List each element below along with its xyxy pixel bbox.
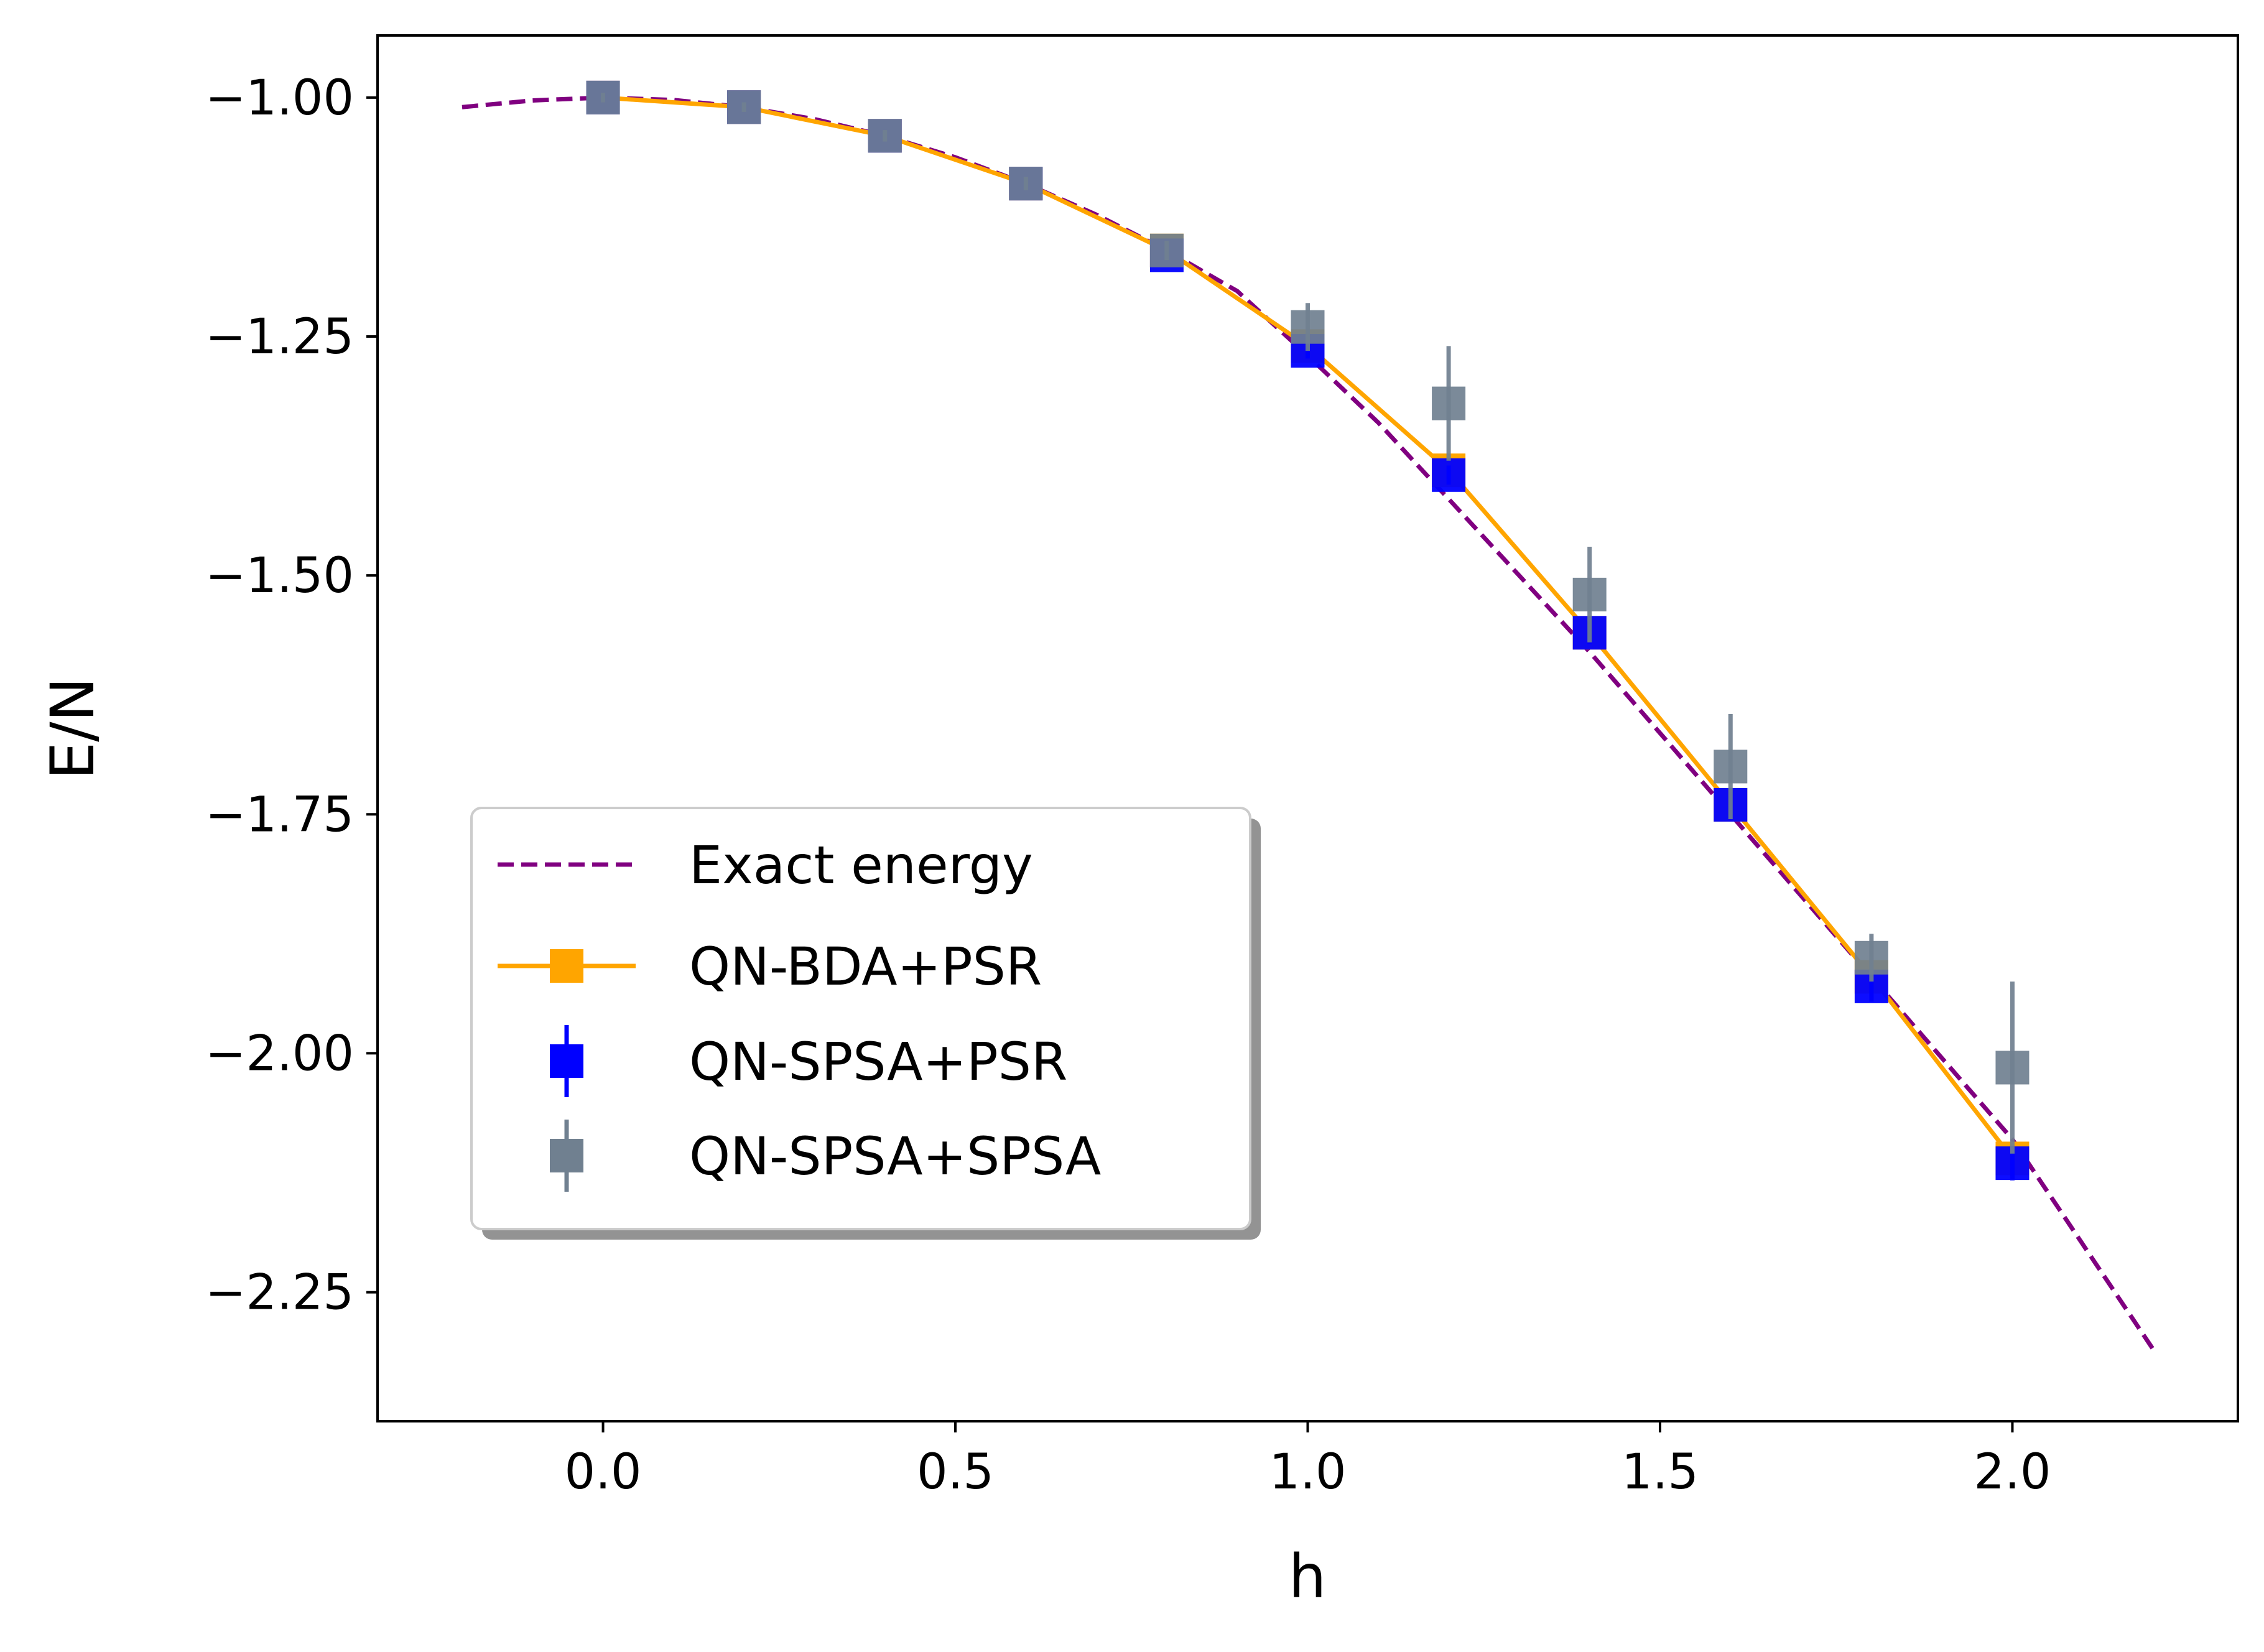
qn-spsa-spsa-point — [1854, 940, 1888, 975]
y-axis-label: E/N — [38, 677, 108, 780]
y-tick-label: −1.75 — [205, 787, 354, 843]
qn-spsa-spsa-point — [868, 119, 902, 153]
qn-spsa-spsa-point — [1291, 310, 1325, 344]
x-tick-label: 0.5 — [917, 1444, 994, 1500]
qn-spsa-spsa-point — [1432, 386, 1466, 420]
qn-spsa-spsa-point — [727, 90, 761, 124]
qn-spsa-spsa-point — [586, 80, 620, 114]
x-tick-label: 1.0 — [1269, 1444, 1346, 1500]
legend-label: Exact energy — [689, 835, 1033, 896]
qn-spsa-spsa-point — [1714, 749, 1748, 784]
legend-label: QN-SPSA+SPSA — [689, 1126, 1101, 1187]
legend-swatch-qn-bda-psr-marker — [550, 949, 583, 983]
y-tick-label: −1.25 — [205, 309, 354, 365]
y-axis: −1.00 −1.25 −1.50 −1.75 −2.00 −2.25 — [205, 70, 378, 1321]
legend-label: QN-BDA+PSR — [689, 936, 1042, 997]
series-layer — [462, 80, 2155, 1351]
y-tick-label: −1.50 — [205, 548, 354, 604]
x-tick-label: 0.0 — [565, 1444, 642, 1500]
qn-spsa-spsa-point — [1009, 167, 1043, 201]
legend-swatch-qn-spsa-spsa-marker — [550, 1139, 583, 1172]
y-tick-label: −2.00 — [205, 1026, 354, 1082]
x-tick-label: 1.5 — [1621, 1444, 1699, 1500]
y-tick-label: −1.00 — [205, 70, 354, 126]
y-tick-label: −2.25 — [205, 1265, 354, 1321]
legend: Exact energy QN-BDA+PSR QN-SPSA+PSR QN-SPSA… — [470, 807, 1261, 1240]
qn-spsa-spsa-point — [1995, 1051, 2030, 1085]
x-tick-label: 2.0 — [1974, 1444, 2051, 1500]
x-axis: 0.0 0.5 1.0 1.5 2.0 — [565, 1421, 2051, 1500]
legend-label: QN-SPSA+PSR — [689, 1031, 1067, 1092]
qn-spsa-psr-point — [1432, 458, 1466, 492]
qn-spsa-spsa-point — [1149, 233, 1184, 267]
legend-box — [470, 807, 1251, 1230]
legend-swatch-qn-spsa-psr-marker — [550, 1044, 583, 1078]
x-axis-label: h — [1289, 1542, 1327, 1612]
qn-spsa-spsa-point — [1572, 577, 1607, 611]
